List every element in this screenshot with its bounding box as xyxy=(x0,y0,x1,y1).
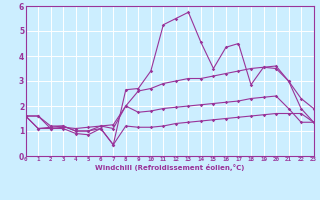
X-axis label: Windchill (Refroidissement éolien,°C): Windchill (Refroidissement éolien,°C) xyxy=(95,164,244,171)
